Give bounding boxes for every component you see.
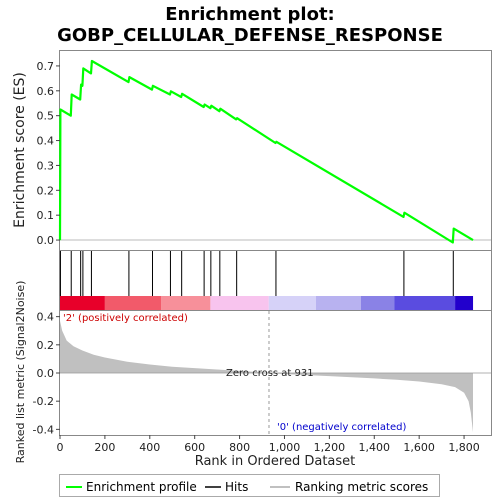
es-y-tick-label: 0.6 xyxy=(37,85,55,98)
x-tick-label: 1,600 xyxy=(403,441,435,454)
gradient-segment xyxy=(394,296,456,310)
legend-label-hits: Hits xyxy=(225,480,248,494)
gradient-segment xyxy=(161,296,211,310)
gradient-segment xyxy=(315,296,361,310)
metric-y-tick-label: 0.2 xyxy=(37,339,55,352)
metric-y-tick-label: 0.4 xyxy=(37,311,55,324)
ranking-metric-area xyxy=(60,320,473,433)
x-tick-label: 1,400 xyxy=(359,441,391,454)
gradient-segment xyxy=(268,296,316,310)
gradient-segment xyxy=(60,296,105,310)
x-tick-label: 400 xyxy=(139,441,160,454)
legend-label-enrichment: Enrichment profile xyxy=(86,480,197,494)
x-tick-label: 200 xyxy=(94,441,115,454)
x-axis-label: Rank in Ordered Dataset xyxy=(195,454,356,469)
metric-y-tick-label: -0.2 xyxy=(33,395,54,408)
gradient-segment xyxy=(104,296,162,310)
metric-y-axis-label: Ranked list metric (Signal2Noise) xyxy=(14,281,27,464)
metric-y-tick-label: 0.0 xyxy=(37,367,55,380)
positive-correlation-label: '2' (positively correlated) xyxy=(63,313,188,324)
es-y-tick-label: 0.1 xyxy=(37,209,55,222)
enrichment-panel xyxy=(59,50,492,251)
es-y-tick-label: 0.5 xyxy=(37,110,55,123)
es-y-tick-label: 0.3 xyxy=(37,159,55,172)
chart-title-line-1: Enrichment plot: xyxy=(165,4,335,25)
zero-cross-label: Zero cross at 931 xyxy=(226,368,314,379)
es-y-tick-label: 0.2 xyxy=(37,184,55,197)
es-y-tick-label: 0.7 xyxy=(37,60,55,73)
gradient-segment xyxy=(210,296,269,310)
x-tick-label: 800 xyxy=(229,441,250,454)
x-tick-label: 1,000 xyxy=(269,441,301,454)
legend-label-ranking: Ranking metric scores xyxy=(295,480,428,494)
negative-correlation-label: '0' (negatively correlated) xyxy=(277,422,406,433)
es-y-tick-label: 0.0 xyxy=(37,234,55,247)
x-tick-label: 1,200 xyxy=(314,441,346,454)
gradient-segment xyxy=(360,296,395,310)
legend-box xyxy=(59,474,440,497)
es-y-tick-label: 0.4 xyxy=(37,135,55,148)
x-tick-label: 600 xyxy=(184,441,205,454)
gradient-segment xyxy=(455,296,474,310)
chart-title-line-2: GOBP_CELLULAR_DEFENSE_RESPONSE xyxy=(57,25,443,46)
x-tick-label: 0 xyxy=(57,441,64,454)
x-tick-label: 1,800 xyxy=(448,441,480,454)
enrichment-y-axis-label: Enrichment score (ES) xyxy=(12,72,28,228)
es-profile-line xyxy=(58,59,474,244)
metric-y-tick-label: -0.4 xyxy=(33,423,54,436)
